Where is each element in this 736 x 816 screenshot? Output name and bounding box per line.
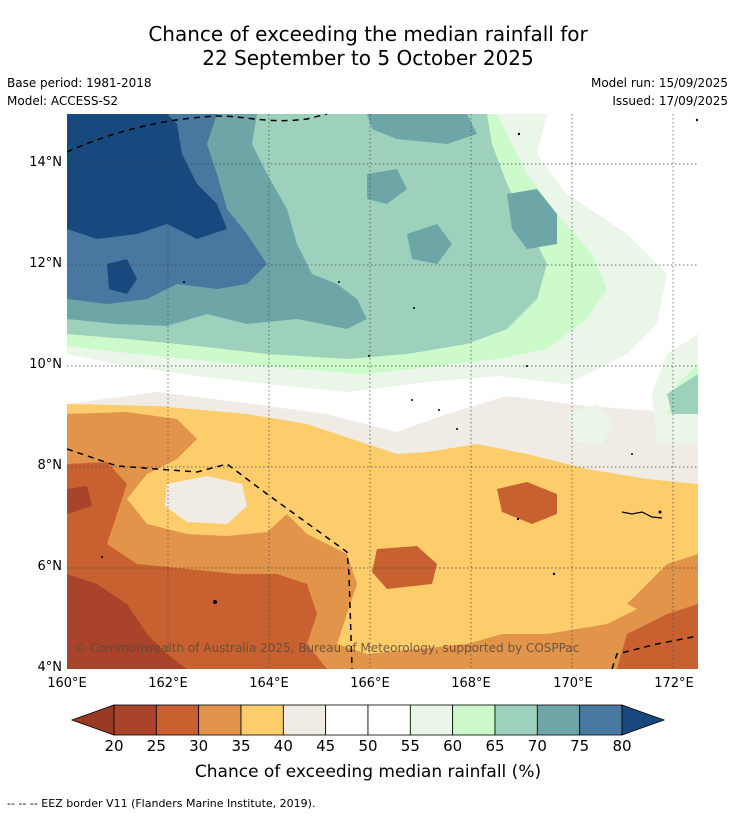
rainfall-map — [67, 114, 698, 669]
colorbar-tick-label: 80 — [612, 737, 632, 755]
colorbar-low-arrow — [70, 704, 115, 736]
colorbar — [70, 704, 666, 736]
colorbar-tick-label: 25 — [146, 737, 166, 755]
colorbar-cell — [113, 704, 157, 736]
coastline-atoll — [621, 511, 663, 519]
colorbar-tick-label: 45 — [316, 737, 336, 755]
colorbar-cell — [367, 704, 411, 736]
colorbar-tick-label: 55 — [400, 737, 420, 755]
colorbar-title: Chance of exceeding median rainfall (%) — [194, 762, 542, 782]
lat-label-4n: 4°N — [37, 660, 63, 675]
issued-date: Issued: 17/09/2025 — [612, 94, 728, 108]
band-35-40-south — [467, 524, 637, 634]
colorbar-cell — [494, 704, 538, 736]
lon-label-162e: 162°E — [148, 676, 188, 691]
map-title: Chance of exceeding the median rainfall … — [0, 22, 736, 70]
band-70-75-c — [507, 189, 557, 249]
title-line-2: 22 September to 5 October 2025 — [202, 46, 534, 70]
lon-label-170e: 170°E — [553, 676, 593, 691]
colorbar-cell — [240, 704, 284, 736]
meta-right: Model run: 15/09/2025 Issued: 17/09/2025 — [591, 74, 728, 110]
colorbar-cell — [155, 704, 200, 736]
eez-legend: -- -- -- EEZ border V11 (Flanders Marine… — [7, 797, 316, 810]
model-run: Model run: 15/09/2025 — [590, 76, 728, 90]
band-25-30-north — [497, 482, 557, 524]
colorbar-cell — [452, 704, 496, 736]
colorbar-tick-label: 70 — [527, 737, 547, 755]
band-gt-80 — [67, 114, 227, 239]
base-period: Base period: 1981-2018 — [7, 76, 152, 90]
colorbar-tick-label: 50 — [358, 737, 378, 755]
colorbar-cell — [198, 704, 242, 736]
band-25-30-centre — [372, 546, 437, 589]
colorbar-cell — [536, 704, 581, 736]
colorbar-tick-label: 30 — [189, 737, 209, 755]
band-20-25-north — [67, 486, 92, 514]
gridlines — [67, 114, 698, 669]
lat-label-8n: 8°N — [37, 458, 63, 473]
lon-label-172e: 172°E — [654, 676, 694, 691]
colorbar-tick-label: 40 — [273, 737, 293, 755]
colorbar-cells — [113, 704, 623, 736]
lon-label-164e: 164°E — [249, 676, 289, 691]
colorbar-cell — [282, 704, 327, 736]
band-gt-80-b — [107, 259, 137, 294]
colorbar-cell — [579, 704, 623, 736]
map-fill-layers — [67, 114, 698, 669]
colorbar-tick-label: 75 — [570, 737, 590, 755]
lat-label-12n: 12°N — [29, 256, 62, 271]
band-40-45-island — [165, 476, 247, 524]
band-70-75-d — [367, 114, 477, 144]
band-55-60-patch — [567, 404, 612, 444]
eez-borders — [67, 114, 698, 669]
copyright-text: © Commonwealth of Australia 2025, Bureau… — [74, 641, 580, 655]
lat-label-14n: 14°N — [29, 155, 62, 170]
lat-label-10n: 10°N — [29, 357, 62, 372]
colorbar-high-arrow — [621, 704, 666, 736]
colorbar-cell — [409, 704, 454, 736]
lon-label-168e: 168°E — [451, 676, 491, 691]
lat-label-6n: 6°N — [37, 559, 63, 574]
title-line-1: Chance of exceeding the median rainfall … — [148, 22, 588, 46]
colorbar-tick-label: 60 — [443, 737, 463, 755]
band-70-75-b — [407, 224, 452, 264]
islands — [101, 118, 698, 604]
colorbar-cell — [325, 704, 369, 736]
band-65-70-east — [667, 374, 698, 414]
band-25-30-east — [617, 604, 698, 669]
lon-label-160e: 160°E — [47, 676, 87, 691]
model-name: Model: ACCESS-S2 — [7, 94, 119, 108]
colorbar-tick-label: 20 — [104, 737, 124, 755]
band-20-25 — [67, 574, 187, 669]
colorbar-tick-label: 65 — [485, 737, 505, 755]
meta-left: Base period: 1981-2018 Model: ACCESS-S2 — [7, 74, 152, 110]
colorbar-tick-label: 35 — [231, 737, 251, 755]
band-70-75-a — [367, 169, 407, 204]
lon-label-166e: 166°E — [350, 676, 390, 691]
